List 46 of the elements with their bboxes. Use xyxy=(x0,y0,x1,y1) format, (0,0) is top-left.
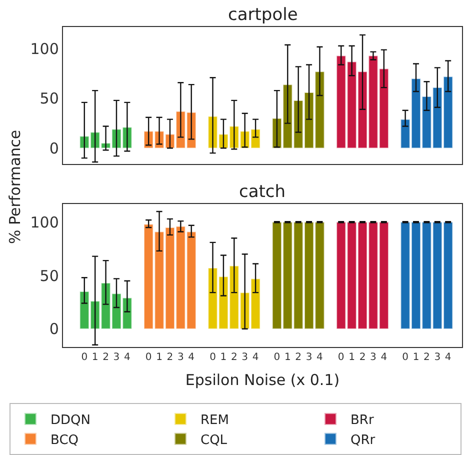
x-tick-label: 3 xyxy=(113,352,120,364)
x-tick-label: 2 xyxy=(424,352,430,364)
x-tick-label: 1 xyxy=(412,352,420,364)
legend-label: REM xyxy=(200,413,229,428)
x-tick-label: 2 xyxy=(230,352,238,364)
x-tick-label: 1 xyxy=(284,352,291,364)
legend-label: CQL xyxy=(200,432,228,448)
y-tick-label: 100 xyxy=(30,213,59,232)
legend-label: BCQ xyxy=(50,432,78,448)
x-tick-label: 2 xyxy=(359,352,366,364)
x-tick-label: 4 xyxy=(316,352,323,364)
y-tick-label: 50 xyxy=(40,90,59,108)
x-tick-label: 4 xyxy=(380,352,388,364)
x-tick-label: 3 xyxy=(177,352,184,364)
x-tick-label: 0 xyxy=(81,352,88,364)
chart-title: catch xyxy=(239,182,286,202)
x-tick-label: 3 xyxy=(370,352,376,364)
x-tick-label: 2 xyxy=(102,352,109,364)
y-tick-label: 100 xyxy=(30,40,59,58)
x-tick-label: 0 xyxy=(145,352,152,364)
x-tick-label: 0 xyxy=(274,352,280,364)
x-tick-label: 4 xyxy=(252,352,259,364)
x-tick-label: 4 xyxy=(444,352,452,364)
legend-label: BRr xyxy=(350,413,374,428)
x-tick-label: 4 xyxy=(124,352,130,364)
y-tick-label: 0 xyxy=(49,320,59,338)
x-tick-label: 1 xyxy=(348,352,356,364)
x-tick-label: 2 xyxy=(295,352,302,364)
legend-label: QRr xyxy=(350,432,376,448)
x-tick-label: 4 xyxy=(188,352,195,364)
x-tick-label: 0 xyxy=(402,352,408,364)
x-tick-label: 2 xyxy=(166,352,174,364)
x-tick-label: 1 xyxy=(92,352,98,364)
x-tick-label: 3 xyxy=(434,352,441,364)
x-tick-label: 3 xyxy=(242,352,248,364)
x-axis-title: Epsilon Noise (x 0.1) xyxy=(185,371,340,390)
chart-title: cartpole xyxy=(228,5,298,25)
y-tick-label: 0 xyxy=(49,139,59,158)
y-tick-label: 50 xyxy=(40,266,59,285)
legend-label: DDQN xyxy=(50,413,90,428)
x-tick-label: 0 xyxy=(338,352,344,364)
x-tick-label: 0 xyxy=(210,352,216,364)
x-tick-label: 1 xyxy=(220,352,227,364)
x-tick-label: 1 xyxy=(156,352,162,364)
x-tick-label: 3 xyxy=(306,352,312,364)
y-axis-title: % Performance xyxy=(6,130,24,244)
